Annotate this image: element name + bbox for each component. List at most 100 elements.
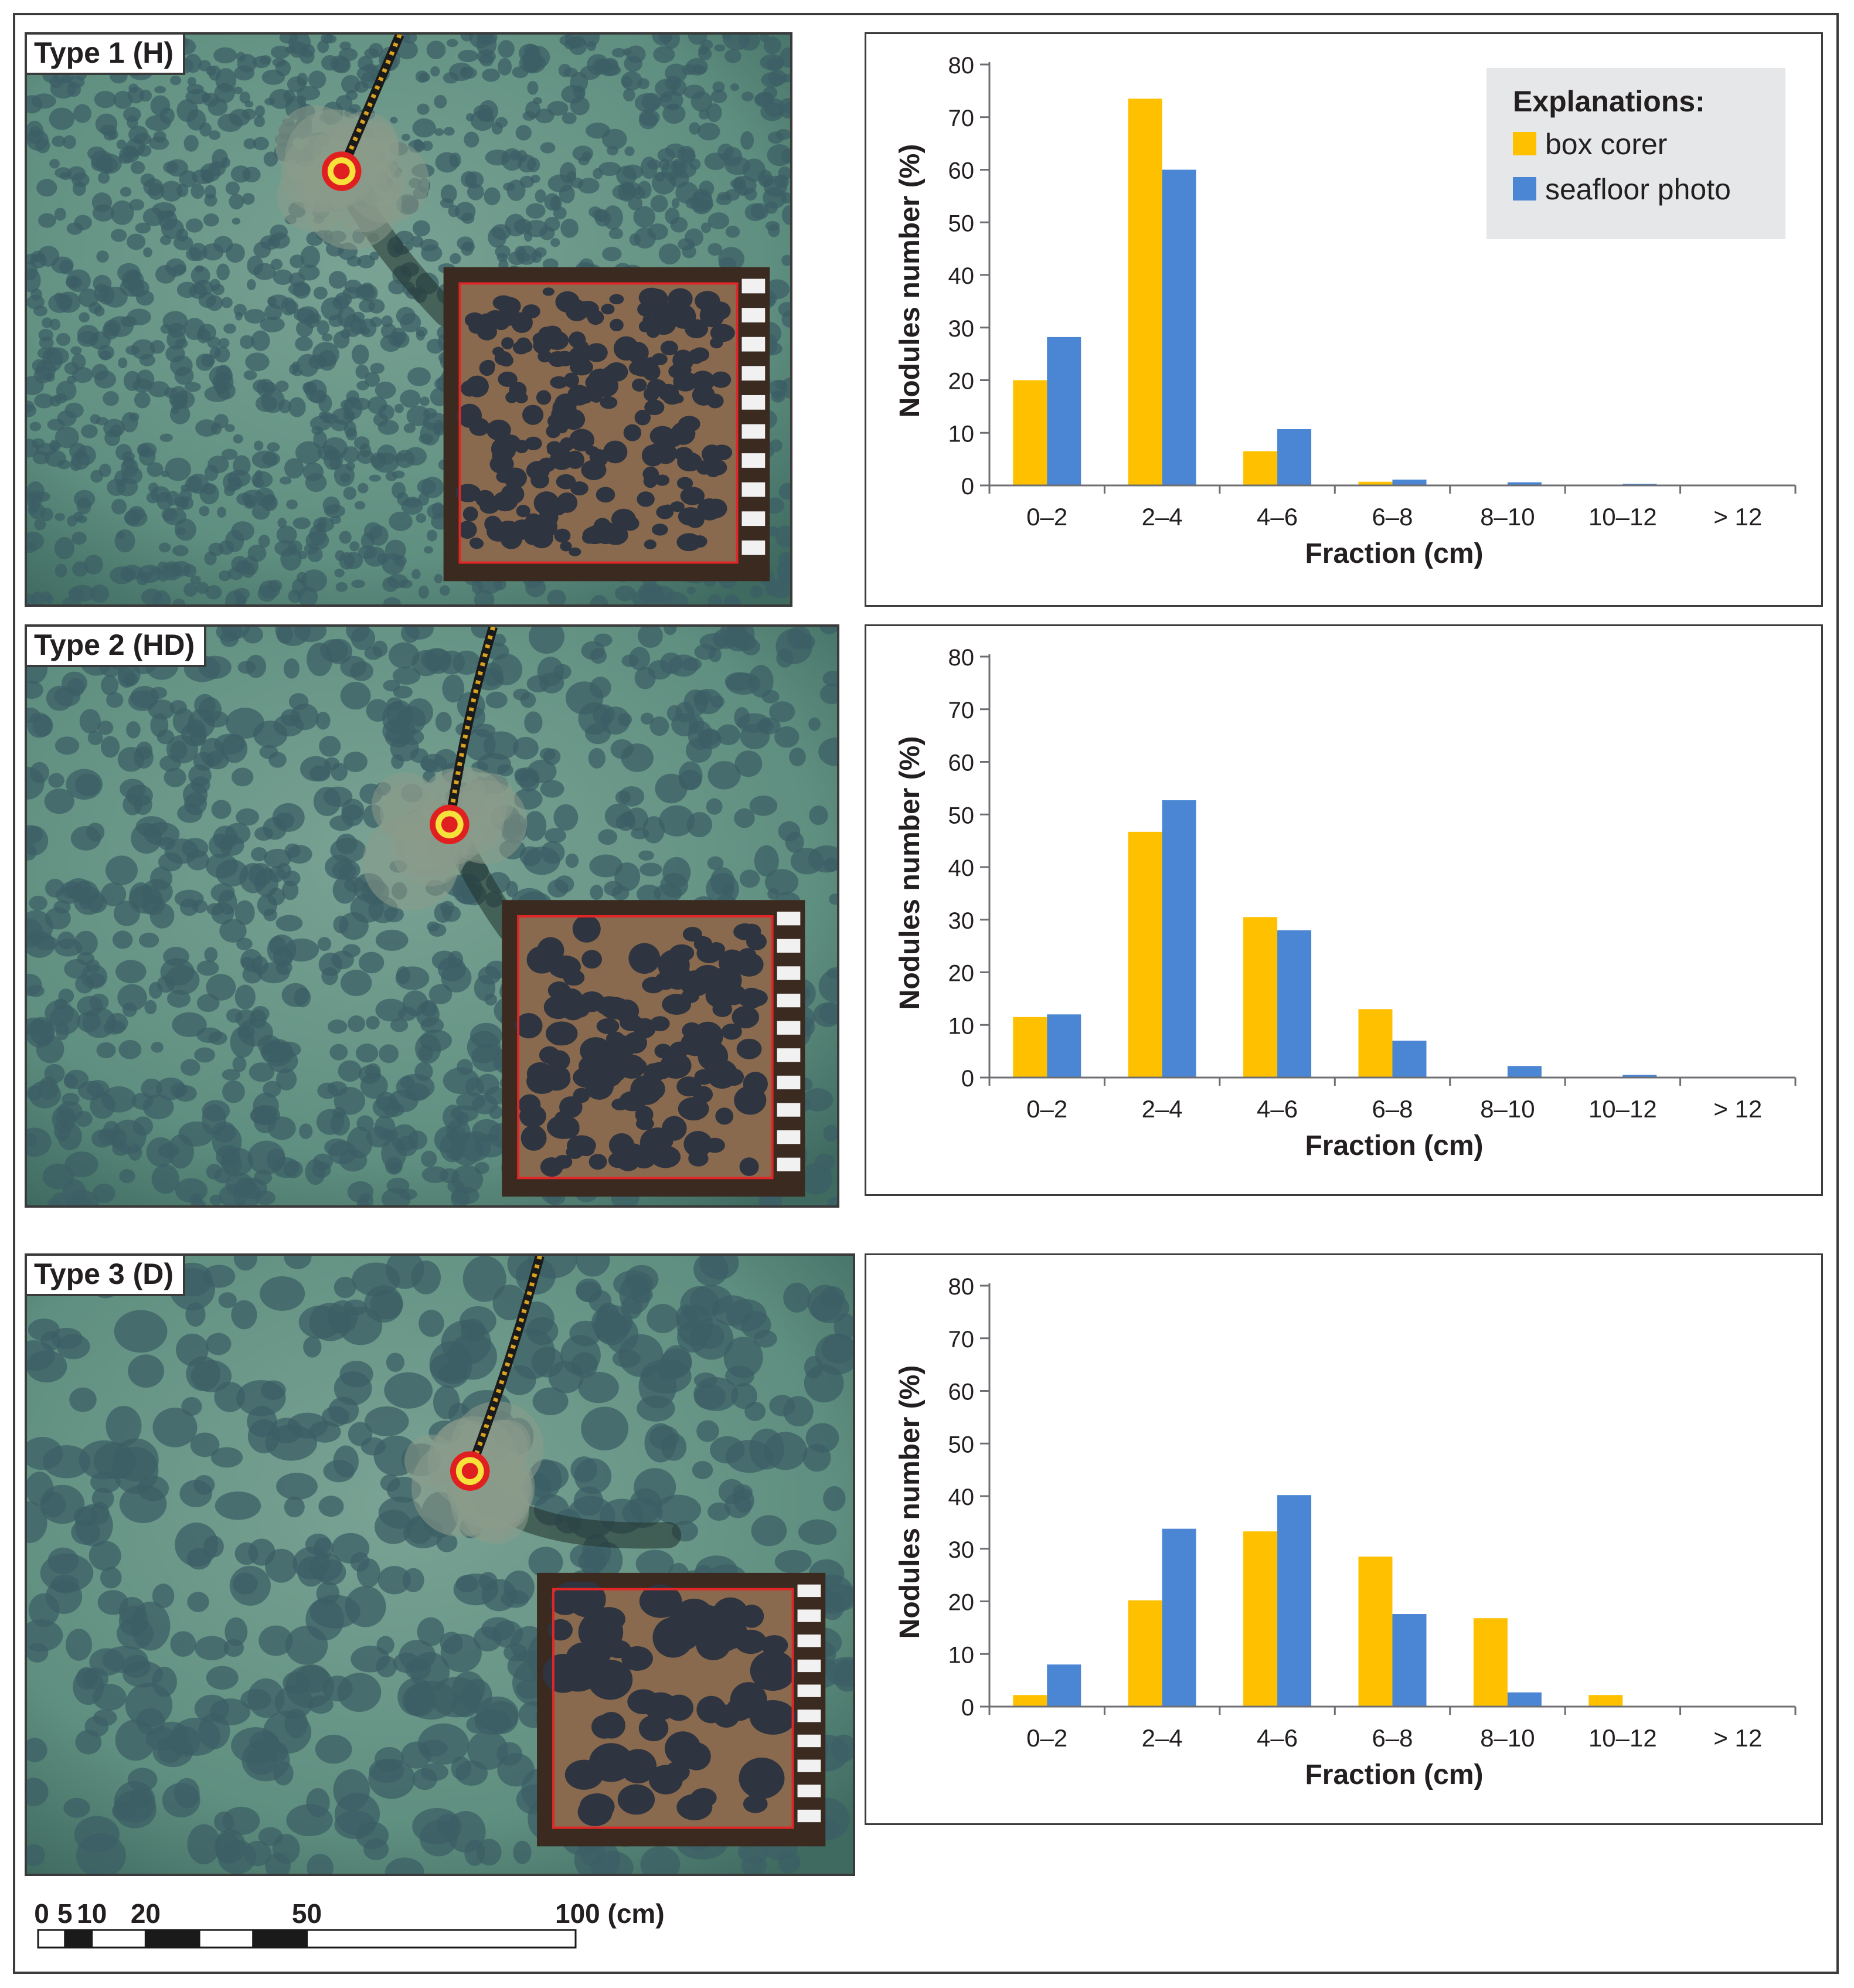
panel-label: Type 3 (D) [27, 1256, 185, 1296]
y-tick-label: 30 [948, 908, 975, 934]
y-tick-label: 80 [948, 1274, 975, 1300]
y-tick-label: 50 [948, 210, 975, 236]
y-axis-title: Nodules number (%) [894, 1365, 926, 1639]
bar-seafloor-photo [1507, 1692, 1542, 1707]
x-tick-label: > 12 [1713, 1724, 1762, 1752]
bar-seafloor-photo [1162, 800, 1196, 1078]
y-tick-label: 20 [948, 1590, 975, 1616]
target-marker [450, 1451, 490, 1491]
legend-label: seafloor photo [1545, 173, 1731, 206]
bar-box-corer [1013, 380, 1047, 485]
x-axis-title: Fraction (cm) [1305, 1759, 1483, 1790]
y-tick-label: 60 [948, 1379, 975, 1405]
scale-bar-label: 10 [77, 1899, 107, 1929]
x-tick-label: 10–12 [1588, 1095, 1657, 1123]
bar-box-corer [1128, 831, 1162, 1078]
x-tick-label: 6–8 [1372, 1095, 1413, 1123]
y-tick-label: 70 [948, 1327, 975, 1352]
histogram-panel-type-3: 0 10 20 30 40 50 60 70 80 0–2 2–4 4–6 6–8 8–10 10–12 > … [865, 1253, 1823, 1825]
bar-seafloor-photo [1392, 480, 1427, 485]
bar-seafloor-photo [1047, 1664, 1081, 1707]
bar-box-corer [1358, 1009, 1393, 1078]
x-tick-label: 0–2 [1026, 1095, 1067, 1123]
figure-frame [13, 13, 1839, 1974]
scale-bar-label: 20 [131, 1899, 161, 1929]
bar-seafloor-photo [1392, 1614, 1427, 1707]
bar-seafloor-photo [1162, 1528, 1196, 1707]
bar-seafloor-photo [1047, 337, 1081, 485]
y-tick-label: 0 [961, 474, 974, 499]
y-tick-label: 30 [948, 316, 975, 342]
y-tick-label: 0 [961, 1695, 974, 1721]
bar-box-corer [1358, 481, 1393, 485]
histogram-panel-type-1: 0 10 20 30 40 50 60 70 80 0–2 2–4 4–6 6–8 8–10 10–12 > … [865, 32, 1823, 607]
bar-box-corer [1358, 1557, 1393, 1707]
scale-bar: 0 5 10 20 50 100 (cm) [23, 1899, 715, 1958]
panel-label: Type 2 (HD) [27, 627, 207, 667]
bar-box-corer [1013, 1695, 1047, 1707]
x-tick-label: > 12 [1713, 503, 1762, 531]
y-tick-label: 40 [948, 263, 975, 289]
seafloor-photo-image [27, 1256, 853, 1874]
x-tick-label: 2–4 [1142, 1095, 1183, 1123]
box-corer-inset [502, 900, 805, 1197]
y-tick-label: 10 [948, 1013, 975, 1039]
scale-bar-segment [252, 1929, 308, 1949]
scale-bar-graphic: 0 5 10 20 50 100 (cm) [34, 1899, 665, 1949]
y-tick-label: 0 [961, 1066, 974, 1092]
y-tick-label: 20 [948, 369, 975, 395]
scale-bar-segment [37, 1929, 66, 1949]
scale-bar-label: 100 (cm) [555, 1899, 665, 1929]
bar-box-corer [1243, 451, 1278, 485]
x-tick-label: 4–6 [1257, 503, 1298, 531]
y-tick-label: 80 [948, 645, 975, 671]
x-tick-label: 10–12 [1588, 503, 1657, 531]
cable-markings [467, 1256, 542, 1472]
x-tick-label: 4–6 [1257, 1095, 1298, 1123]
bar-box-corer [1128, 98, 1162, 485]
scale-bar-label: 5 [57, 1899, 73, 1929]
x-axis-title: Fraction (cm) [1305, 538, 1483, 569]
x-tick-label: > 12 [1713, 1095, 1762, 1123]
bar-box-corer [1128, 1600, 1162, 1707]
scale-bar-segment [306, 1929, 577, 1949]
box-corer-inset [443, 267, 770, 582]
seafloor-photo-type-2: Type 2 (HD) [25, 624, 839, 1208]
scale-bar-segment [198, 1929, 254, 1949]
bar-seafloor-photo [1162, 169, 1196, 485]
y-tick-label: 70 [948, 698, 975, 723]
x-tick-label: 8–10 [1480, 1724, 1535, 1752]
bar-seafloor-photo [1507, 482, 1542, 485]
y-tick-label: 10 [948, 421, 975, 447]
seafloor-photo-type-3: Type 3 (D) [25, 1253, 855, 1876]
bar-seafloor-photo [1277, 1495, 1312, 1707]
legend: Explanations: box corer seafloor photo [1486, 68, 1785, 239]
x-tick-label: 6–8 [1372, 503, 1413, 531]
y-tick-label: 40 [948, 855, 975, 881]
bar-box-corer [1013, 1017, 1047, 1078]
x-tick-label: 0–2 [1026, 503, 1067, 531]
seafloor-photo-type-1: Type 1 (H) [25, 32, 792, 607]
bar-seafloor-photo [1507, 1066, 1542, 1078]
scale-bar-label: 50 [292, 1899, 322, 1929]
x-tick-label: 0–2 [1026, 1724, 1067, 1752]
target-marker [321, 151, 362, 191]
histogram-chart: 0 10 20 30 40 50 60 70 80 0–2 2–4 4–6 6–8 8–10 10–12 > … [894, 1274, 1797, 1790]
x-axis-title: Fraction (cm) [1305, 1130, 1483, 1161]
histogram-panel-type-2: 0 10 20 30 40 50 60 70 80 0–2 2–4 4–6 6–8 8–10 10–12 > … [865, 624, 1823, 1196]
histogram-chart: 0 10 20 30 40 50 60 70 80 0–2 2–4 4–6 6–8 8–10 10–12 > … [894, 645, 1797, 1161]
bar-box-corer [1243, 917, 1278, 1078]
seafloor-photo-image [27, 35, 790, 604]
seafloor-photo-image [27, 627, 837, 1205]
scale-bar-segment [91, 1929, 147, 1949]
y-axis-title: Nodules number (%) [894, 736, 926, 1010]
bar-seafloor-photo [1277, 429, 1312, 485]
y-tick-label: 40 [948, 1484, 975, 1510]
y-tick-label: 80 [948, 53, 975, 79]
y-tick-label: 50 [948, 1432, 975, 1457]
y-tick-label: 60 [948, 158, 975, 184]
x-tick-label: 10–12 [1588, 1724, 1657, 1752]
y-tick-label: 10 [948, 1642, 975, 1668]
x-tick-label: 2–4 [1142, 503, 1183, 531]
bar-box-corer [1588, 1695, 1623, 1707]
